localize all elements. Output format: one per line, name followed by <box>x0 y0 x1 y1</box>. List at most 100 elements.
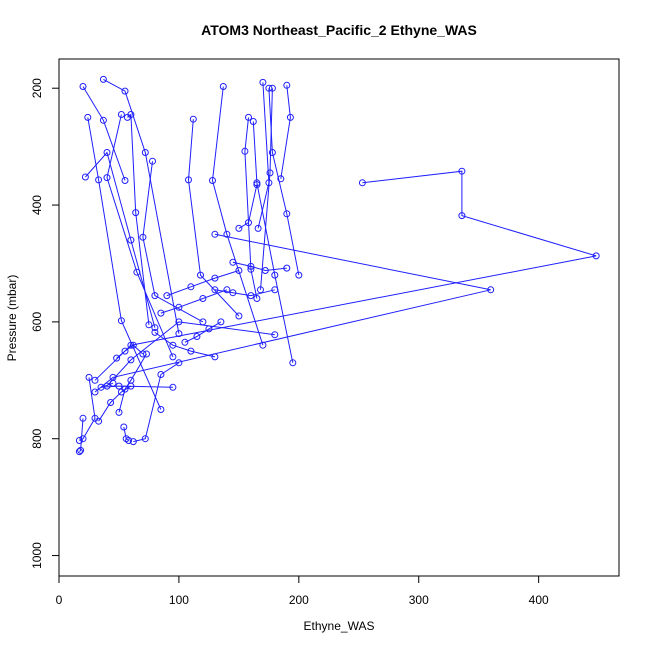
profile-line-25 <box>118 353 147 413</box>
profile-line-15 <box>257 82 270 229</box>
profile-line-26 <box>133 362 180 443</box>
y-axis-label: Pressure (mbar) <box>5 275 19 362</box>
data-point <box>121 347 129 355</box>
data-point <box>109 379 117 387</box>
data-point <box>235 224 243 232</box>
y-tick-label: 800 <box>30 428 44 448</box>
profile-line-31 <box>166 270 240 297</box>
data-point <box>117 317 125 325</box>
y-tick-label: 1000 <box>30 542 44 569</box>
data-point <box>91 388 99 396</box>
data-point <box>295 271 303 279</box>
data-point <box>268 149 276 156</box>
profile-line-4 <box>103 78 180 334</box>
data-point <box>75 437 83 444</box>
data-point <box>247 292 255 300</box>
data-point <box>223 286 231 294</box>
data-point <box>99 75 107 83</box>
data-point <box>175 318 183 326</box>
data-point <box>458 212 466 220</box>
data-point <box>115 408 123 416</box>
data-point <box>113 354 121 362</box>
data-point <box>271 331 279 339</box>
data-point <box>211 274 219 282</box>
data-point <box>163 292 171 300</box>
data-point <box>211 353 219 361</box>
data-point <box>91 376 99 384</box>
data-point <box>81 173 89 181</box>
plot-frame <box>58 58 620 577</box>
x-tick-label: 200 <box>289 593 309 607</box>
data-point <box>254 224 262 232</box>
data-point <box>219 83 227 90</box>
data-point <box>211 286 219 294</box>
data-point <box>157 371 165 378</box>
data-point <box>127 356 135 364</box>
data-point <box>197 271 204 279</box>
data-point <box>205 325 213 333</box>
profile-line-8 <box>187 119 240 317</box>
data-point <box>84 113 92 121</box>
data-point <box>185 176 192 184</box>
data-point <box>127 376 135 384</box>
data-point <box>97 383 105 391</box>
data-point <box>169 353 177 361</box>
data-point <box>99 116 107 124</box>
data-point <box>75 448 83 456</box>
profile-line-16 <box>238 184 258 229</box>
data-point <box>199 295 207 302</box>
data-point <box>141 149 149 156</box>
data-point <box>145 321 153 329</box>
data-point <box>132 209 140 217</box>
data-point <box>139 233 147 241</box>
data-point <box>209 177 216 184</box>
data-point <box>143 350 150 358</box>
profile-line-9 <box>211 86 264 346</box>
profile-line-2 <box>87 117 162 410</box>
data-point <box>139 350 147 358</box>
data-point <box>261 267 269 274</box>
y-tick-label: 600 <box>30 312 44 332</box>
data-point <box>289 359 297 367</box>
data-point <box>103 174 111 182</box>
data-point <box>283 264 291 272</box>
data-point <box>79 435 87 443</box>
data-point <box>117 111 125 118</box>
data-point <box>187 283 195 291</box>
data-point <box>235 312 243 320</box>
profile-line-11 <box>252 121 294 363</box>
y-tick-label: 200 <box>30 78 44 98</box>
x-axis-label: Ethyne_WAS <box>304 619 375 633</box>
data-point <box>358 179 366 187</box>
data-point <box>115 382 123 390</box>
data-point <box>229 289 237 297</box>
data-point <box>265 179 273 187</box>
data-point <box>235 267 243 274</box>
profile-line-22 <box>79 377 96 441</box>
data-point <box>487 286 495 294</box>
profile-line-1 <box>82 86 126 181</box>
data-point <box>149 157 156 165</box>
series-layer <box>75 75 600 456</box>
data-point <box>121 87 129 95</box>
profile-line-27 <box>116 344 144 359</box>
data-point <box>266 169 274 177</box>
data-point <box>223 230 231 238</box>
profile-line-17 <box>94 170 597 381</box>
data-point <box>217 318 225 326</box>
y-axis: 200 400 600 800 1000 <box>30 78 59 569</box>
data-point <box>245 219 252 227</box>
data-point <box>187 347 195 355</box>
data-point <box>249 118 257 125</box>
data-point <box>127 111 135 118</box>
data-point <box>259 78 267 86</box>
data-point <box>271 271 279 279</box>
data-point <box>120 423 128 431</box>
data-point <box>151 324 159 332</box>
profile-line-14 <box>260 88 273 290</box>
x-tick-label: 100 <box>169 593 189 607</box>
data-point <box>253 295 261 302</box>
data-point <box>127 236 135 244</box>
profile-line-28 <box>154 331 216 358</box>
data-point <box>211 230 219 238</box>
